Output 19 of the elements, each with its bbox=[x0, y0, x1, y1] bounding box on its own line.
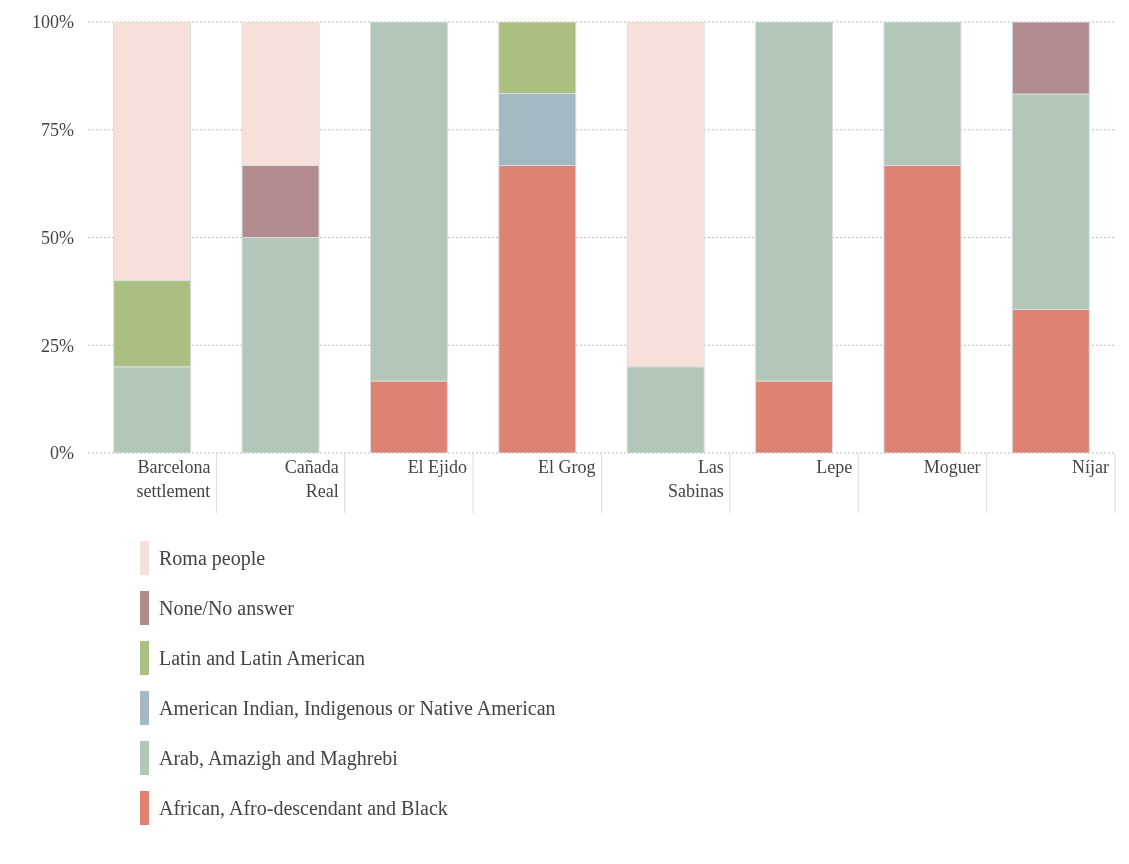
x-tick-label: Las Sabinas bbox=[667, 457, 724, 501]
x-tick-label: Cañada Real bbox=[284, 457, 339, 501]
x-tick-label: Níjar bbox=[1072, 457, 1110, 477]
legend-label: None/No answer bbox=[159, 596, 294, 620]
legend-label: American Indian, Indigenous or Native American bbox=[159, 696, 556, 720]
legend-label: Roma people bbox=[159, 546, 266, 570]
y-tick-label: 50% bbox=[41, 227, 74, 248]
legend-label: Arab, Amazigh and Maghrebi bbox=[159, 746, 398, 770]
y-tick-label: 100% bbox=[32, 12, 74, 33]
x-tick-label: Lepe bbox=[816, 457, 853, 477]
x-tick-label: El Grog bbox=[538, 457, 596, 477]
y-tick-label: 0% bbox=[50, 443, 74, 464]
y-tick-label: 75% bbox=[41, 120, 74, 141]
legend-label: Latin and Latin American bbox=[159, 646, 366, 670]
y-tick-label: 25% bbox=[41, 335, 74, 356]
legend-label: African, Afro-descendant and Black bbox=[159, 796, 448, 820]
x-tick-label: Moguer bbox=[923, 457, 981, 477]
x-tick-label: Barcelona settlement bbox=[136, 457, 211, 501]
x-tick-label: El Ejido bbox=[407, 457, 468, 477]
